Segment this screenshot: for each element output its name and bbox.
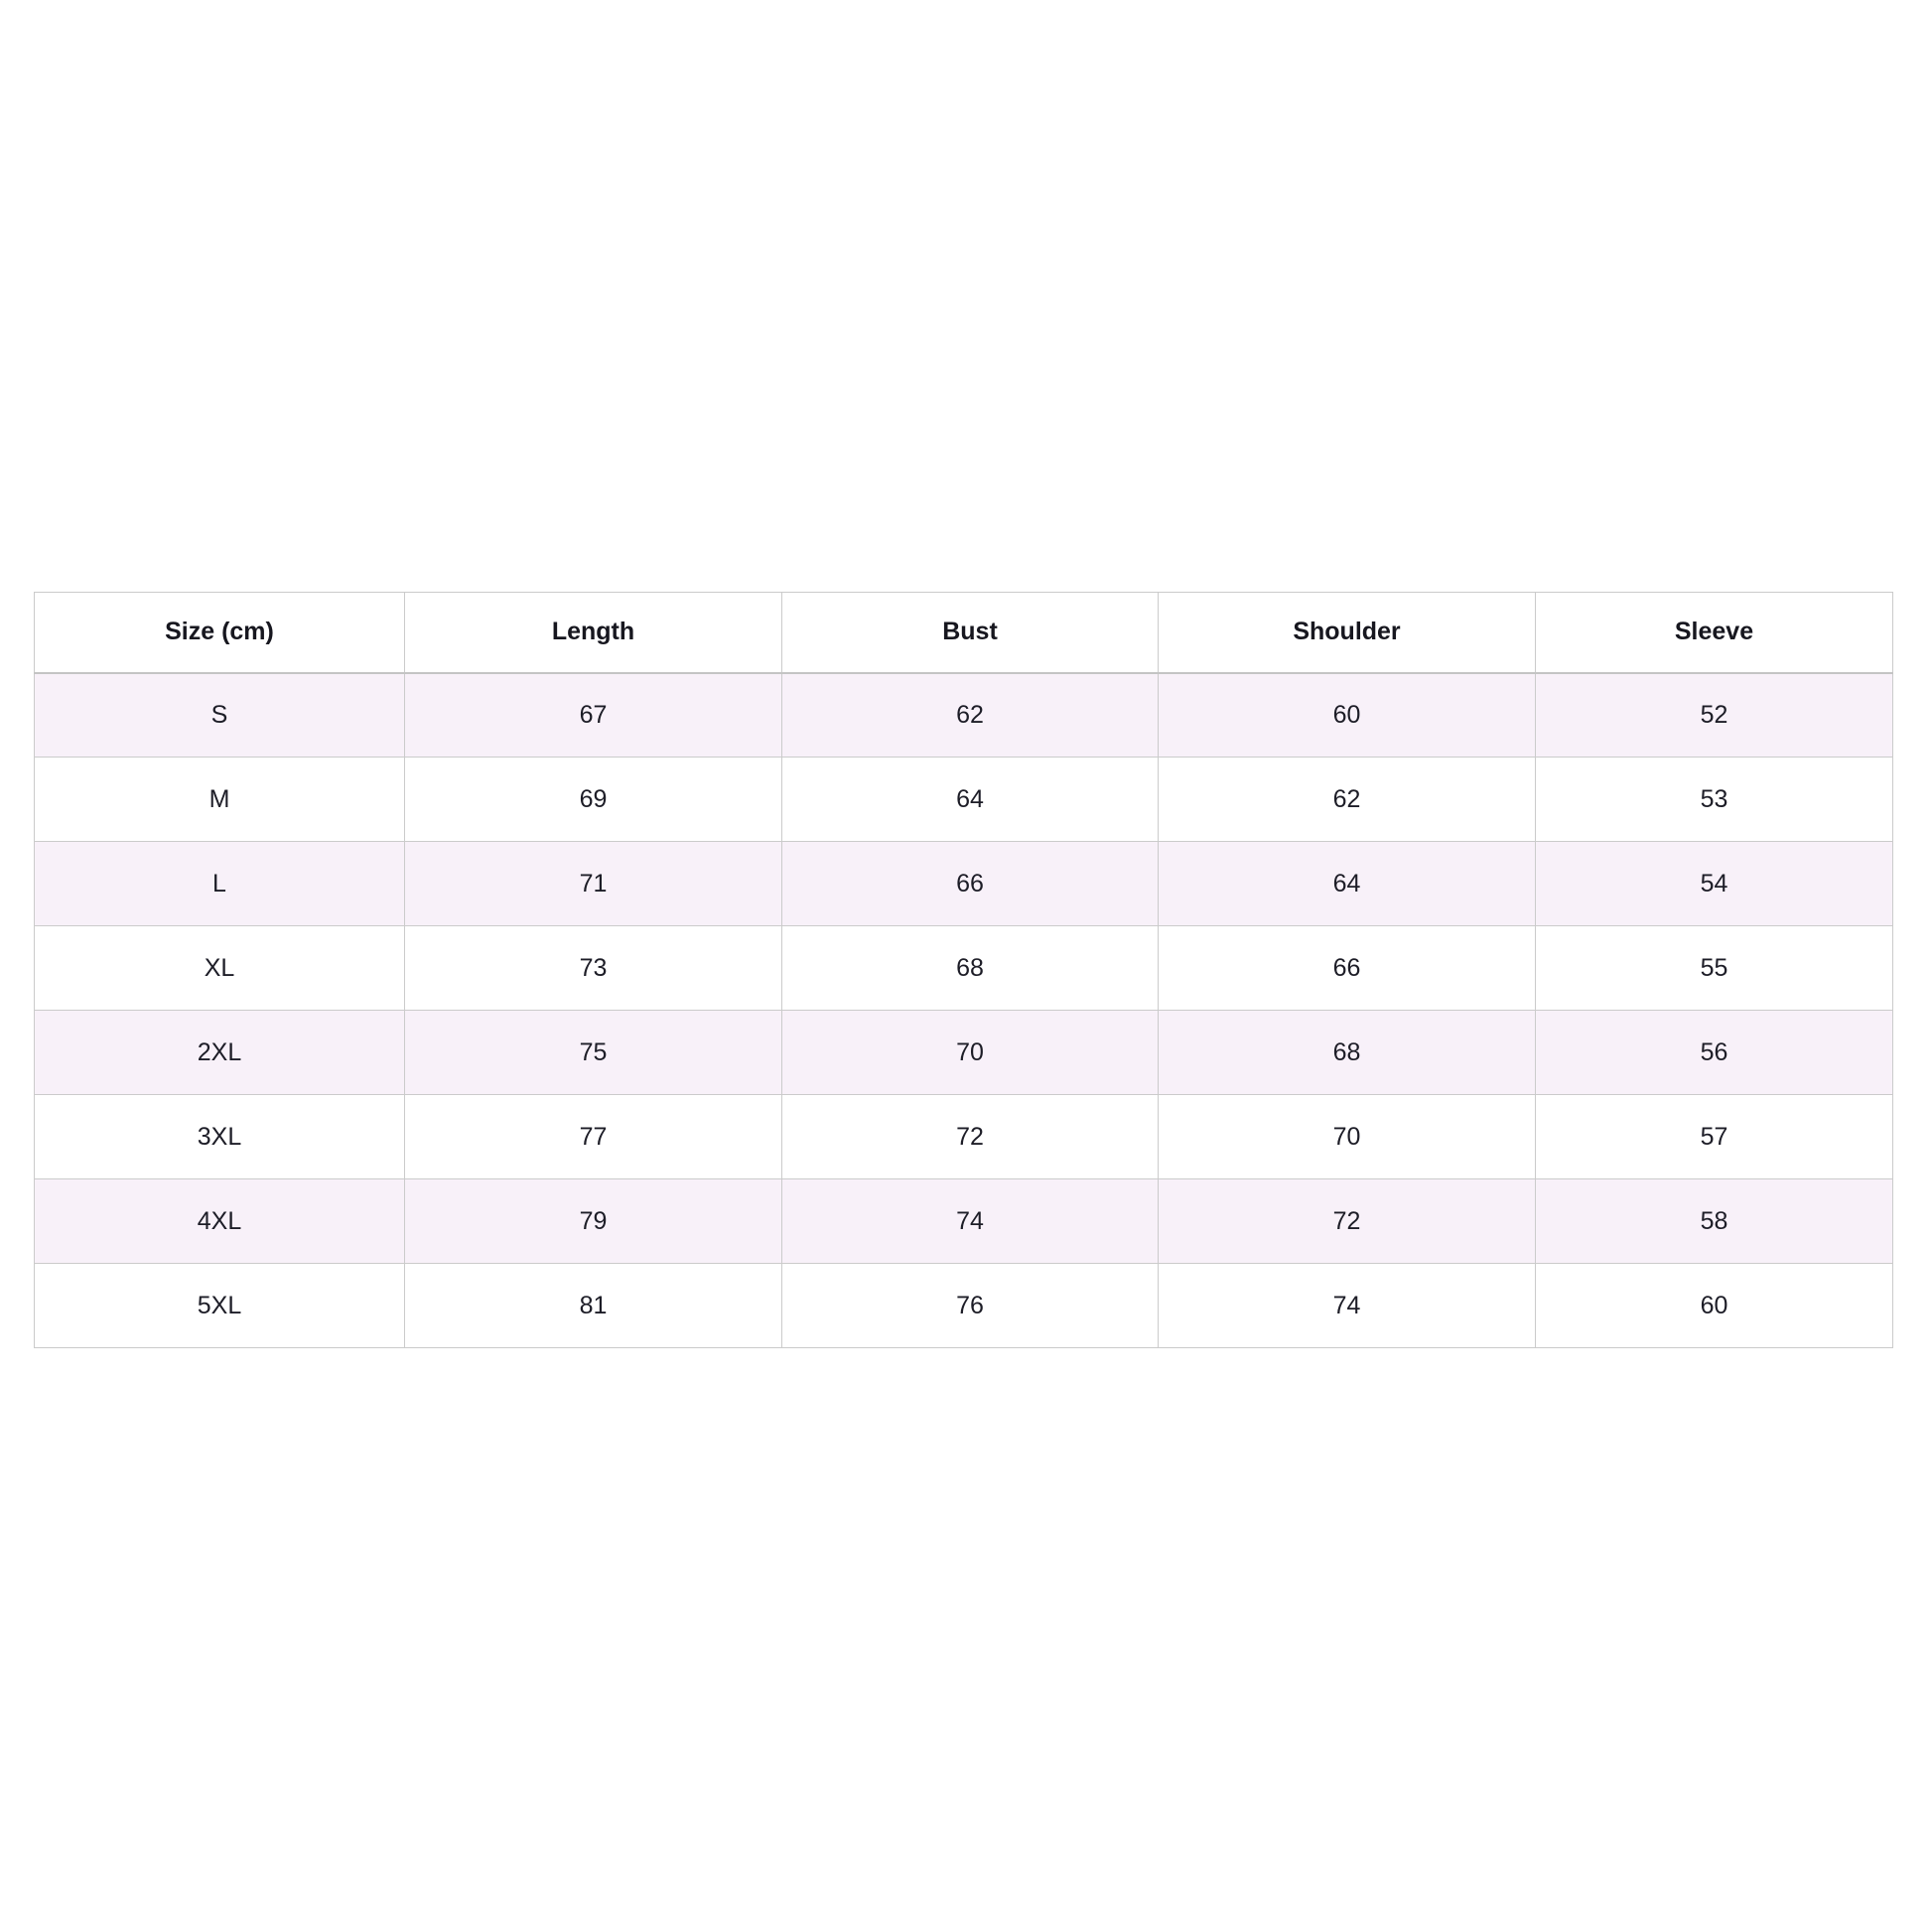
size-cell: XL <box>34 925 405 1011</box>
table-cell: 74 <box>1158 1263 1536 1348</box>
table-cell: 73 <box>404 925 782 1011</box>
table-cell: 81 <box>404 1263 782 1348</box>
table-row: 3XL 77 72 70 57 <box>34 1094 1893 1179</box>
table-cell: 64 <box>1158 841 1536 926</box>
table-cell: 52 <box>1535 672 1893 758</box>
table-cell: 53 <box>1535 757 1893 842</box>
size-cell: 3XL <box>34 1094 405 1179</box>
table-cell: 72 <box>781 1094 1159 1179</box>
table-cell: 70 <box>781 1010 1159 1095</box>
table-row: L 71 66 64 54 <box>34 841 1893 926</box>
header-row: Size (cm) Length Bust Shoulder Sleeve <box>34 592 1893 674</box>
table-cell: 72 <box>1158 1178 1536 1264</box>
table-row: 5XL 81 76 74 60 <box>34 1263 1893 1348</box>
table-cell: 71 <box>404 841 782 926</box>
table-cell: 62 <box>1158 757 1536 842</box>
table-cell: 77 <box>404 1094 782 1179</box>
table-cell: 70 <box>1158 1094 1536 1179</box>
size-cell: 5XL <box>34 1263 405 1348</box>
table-header: Size (cm) Length Bust Shoulder Sleeve <box>34 592 1893 674</box>
table-cell: 75 <box>404 1010 782 1095</box>
table-row: S 67 62 60 52 <box>34 672 1893 758</box>
size-cell: M <box>34 757 405 842</box>
header-cell-sleeve: Sleeve <box>1535 592 1893 674</box>
table-cell: 58 <box>1535 1178 1893 1264</box>
table-cell: 54 <box>1535 841 1893 926</box>
size-cell: 2XL <box>34 1010 405 1095</box>
table-cell: 68 <box>781 925 1159 1011</box>
table-cell: 74 <box>781 1178 1159 1264</box>
size-cell: S <box>34 672 405 758</box>
table-cell: 79 <box>404 1178 782 1264</box>
table-cell: 66 <box>781 841 1159 926</box>
table-cell: 67 <box>404 672 782 758</box>
size-chart-table: Size (cm) Length Bust Shoulder Sleeve S … <box>34 592 1893 1348</box>
table-cell: 69 <box>404 757 782 842</box>
size-cell: 4XL <box>34 1178 405 1264</box>
table-cell: 56 <box>1535 1010 1893 1095</box>
table-cell: 68 <box>1158 1010 1536 1095</box>
header-cell-bust: Bust <box>781 592 1159 674</box>
table-cell: 57 <box>1535 1094 1893 1179</box>
table-body: S 67 62 60 52 M 69 64 62 53 L 71 66 64 5… <box>34 672 1893 1348</box>
table-row: 4XL 79 74 72 58 <box>34 1178 1893 1264</box>
header-cell-length: Length <box>404 592 782 674</box>
table-cell: 55 <box>1535 925 1893 1011</box>
table-cell: 64 <box>781 757 1159 842</box>
table-cell: 62 <box>781 672 1159 758</box>
table-cell: 76 <box>781 1263 1159 1348</box>
table-cell: 66 <box>1158 925 1536 1011</box>
size-cell: L <box>34 841 405 926</box>
header-cell-size: Size (cm) <box>34 592 405 674</box>
table-row: 2XL 75 70 68 56 <box>34 1010 1893 1095</box>
table-cell: 60 <box>1535 1263 1893 1348</box>
header-cell-shoulder: Shoulder <box>1158 592 1536 674</box>
table-cell: 60 <box>1158 672 1536 758</box>
table-row: M 69 64 62 53 <box>34 757 1893 842</box>
table-row: XL 73 68 66 55 <box>34 925 1893 1011</box>
